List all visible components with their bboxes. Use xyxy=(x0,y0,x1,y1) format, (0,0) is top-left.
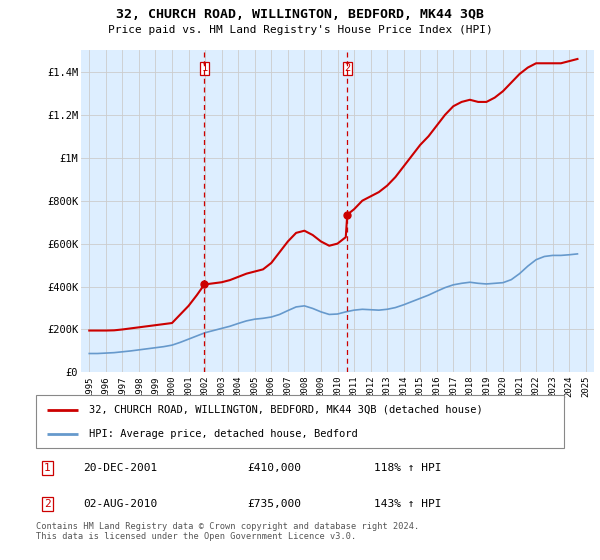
Text: 2: 2 xyxy=(344,63,350,73)
Text: 143% ↑ HPI: 143% ↑ HPI xyxy=(374,499,442,509)
Text: Price paid vs. HM Land Registry's House Price Index (HPI): Price paid vs. HM Land Registry's House … xyxy=(107,25,493,35)
Text: 2: 2 xyxy=(44,499,50,509)
Text: 32, CHURCH ROAD, WILLINGTON, BEDFORD, MK44 3QB (detached house): 32, CHURCH ROAD, WILLINGTON, BEDFORD, MK… xyxy=(89,405,482,415)
Text: 118% ↑ HPI: 118% ↑ HPI xyxy=(374,463,442,473)
Text: 32, CHURCH ROAD, WILLINGTON, BEDFORD, MK44 3QB: 32, CHURCH ROAD, WILLINGTON, BEDFORD, MK… xyxy=(116,8,484,21)
Text: £410,000: £410,000 xyxy=(247,463,301,473)
Text: 1: 1 xyxy=(202,63,208,73)
Text: 02-AUG-2010: 02-AUG-2010 xyxy=(83,499,158,509)
Text: £735,000: £735,000 xyxy=(247,499,301,509)
Text: 20-DEC-2001: 20-DEC-2001 xyxy=(83,463,158,473)
Text: 1: 1 xyxy=(44,463,50,473)
Text: Contains HM Land Registry data © Crown copyright and database right 2024.
This d: Contains HM Land Registry data © Crown c… xyxy=(36,522,419,542)
Text: HPI: Average price, detached house, Bedford: HPI: Average price, detached house, Bedf… xyxy=(89,429,358,439)
